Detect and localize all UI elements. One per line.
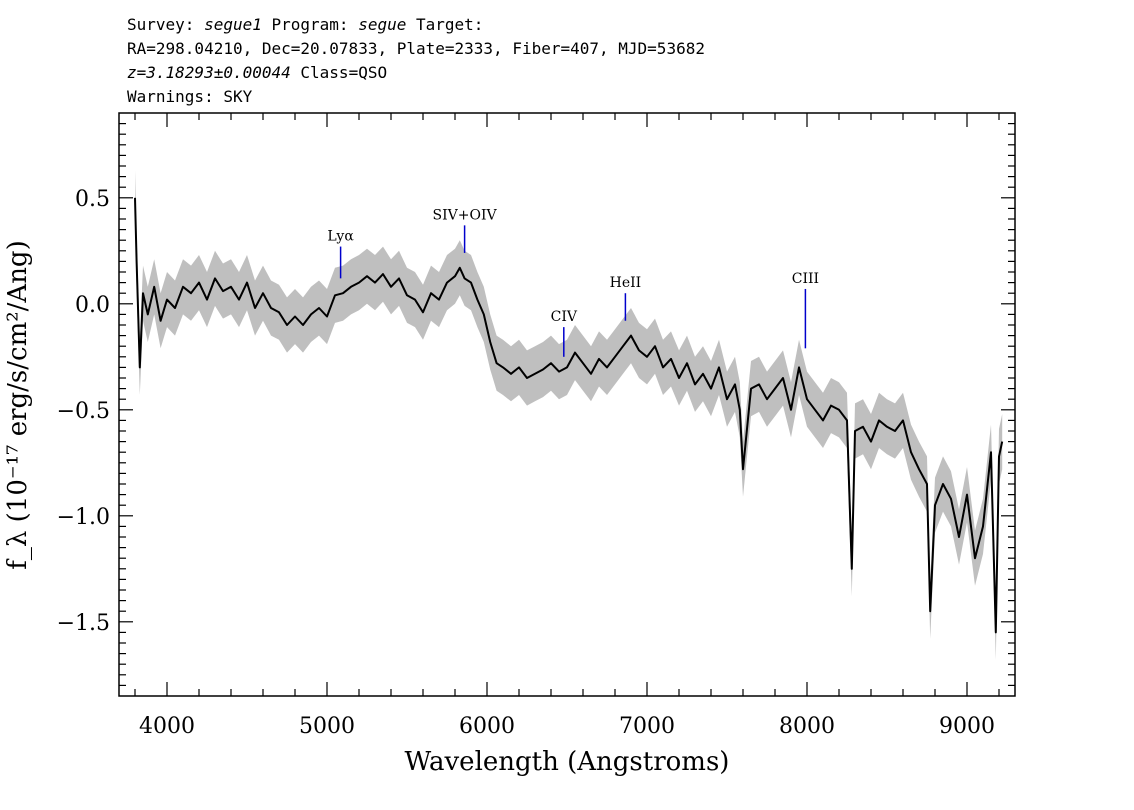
class-value: Class=QSO [290,63,388,82]
x-tick-labels: 4000 5000 6000 7000 8000 9000 [139,714,995,739]
y-tick-labels: 0.5 0.0 −0.5 −1.0 −1.5 [57,187,110,636]
y-tick-label: −1.5 [57,611,110,636]
x-tick-label: 4000 [139,714,195,739]
error-band-layer [135,170,1003,660]
spectrum-header-line-3: z=3.18293±0.00044 Class=QSO [127,63,387,83]
x-axis-title: Wavelength (Angstroms) [405,747,730,777]
y-tick-label: 0.5 [75,187,110,212]
spectrum-header-line-1: Survey: segue1 Program: segue Target: [127,15,483,35]
target-label: Target: [406,15,484,34]
y-tick-label: −1.0 [57,505,110,530]
emission-line-markers: Lyα SIV+OIV CIV HeII CIII [327,207,819,357]
axis-ticks [119,113,1015,696]
emission-line-label: SIV+OIV [433,207,498,223]
error-band [135,170,1003,660]
program-value: segue [358,15,407,34]
x-tick-label: 6000 [459,714,515,739]
survey-value: segue1 [204,15,262,34]
x-tick-label: 7000 [619,714,675,739]
survey-label: Survey: [127,15,205,34]
spectrum-header-line-4: Warnings: SKY [127,87,253,106]
emission-line-label: HeII [610,275,642,291]
emission-line-label: CIII [792,271,819,287]
y-axis-title: f_λ (10⁻¹⁷ erg/s/cm²/Ang) [3,240,33,569]
x-tick-label: 8000 [779,714,835,739]
spectrum-header-line-2: RA=298.04210, Dec=20.07833, Plate=2333, … [127,39,705,58]
emission-line-label: Lyα [327,229,354,245]
program-label: Program: [261,15,359,34]
y-tick-label: 0.0 [75,293,110,318]
redshift-value: z=3.18293±0.00044 [127,63,291,82]
x-tick-label: 5000 [299,714,355,739]
x-tick-label: 9000 [939,714,995,739]
flux-layer [134,197,1004,634]
y-tick-label: −0.5 [57,399,110,424]
emission-line-label: CIV [551,309,578,325]
plot-frame [118,112,1016,697]
flux-line [134,197,1004,634]
